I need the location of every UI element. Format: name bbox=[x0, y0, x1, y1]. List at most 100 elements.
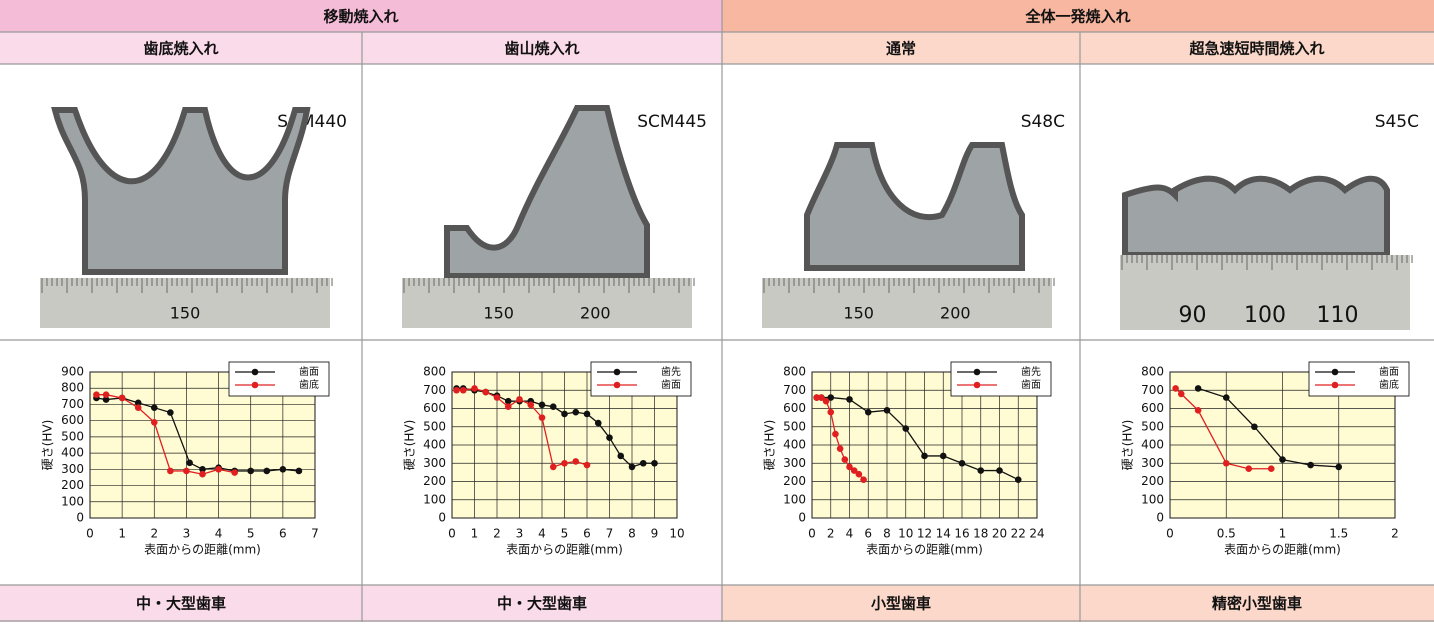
data-point bbox=[846, 396, 853, 403]
x-tick-label: 0 bbox=[86, 527, 94, 541]
x-tick-label: 1.5 bbox=[1329, 527, 1348, 541]
x-axis-label: 表面からの距離(mm) bbox=[866, 543, 983, 557]
method-header: 通常 bbox=[886, 40, 916, 58]
data-point bbox=[939, 452, 947, 460]
ruler bbox=[762, 278, 1052, 328]
data-point bbox=[263, 467, 271, 475]
y-axis-label: 硬さ(HV) bbox=[403, 420, 417, 471]
data-point bbox=[1251, 423, 1258, 431]
x-tick-label: 8 bbox=[628, 527, 636, 541]
data-point bbox=[167, 409, 174, 416]
data-point bbox=[1267, 465, 1275, 473]
data-point bbox=[134, 399, 142, 407]
data-point bbox=[150, 404, 158, 411]
y-tick-label: 800 bbox=[1141, 365, 1164, 379]
x-tick-label: 5 bbox=[561, 527, 569, 541]
data-point bbox=[977, 467, 985, 474]
data-point bbox=[827, 408, 835, 416]
ruler-label: 90 bbox=[1179, 303, 1207, 328]
data-point bbox=[855, 470, 863, 478]
ruler bbox=[1120, 255, 1410, 330]
use-label: 精密小型歯車 bbox=[1212, 595, 1302, 613]
y-tick-label: 300 bbox=[783, 456, 806, 470]
x-tick-label: 0.5 bbox=[1217, 527, 1236, 541]
y-tick-label: 600 bbox=[61, 413, 84, 427]
y-tick-label: 700 bbox=[61, 397, 84, 411]
use-cell bbox=[0, 585, 362, 622]
x-tick-label: 1 bbox=[1279, 527, 1287, 541]
x-tick-label: 18 bbox=[973, 527, 988, 541]
series-line bbox=[1197, 387, 1339, 468]
y-tick-label: 500 bbox=[423, 419, 446, 433]
data-point bbox=[1222, 394, 1230, 401]
use-label: 中・大型歯車 bbox=[136, 595, 226, 613]
legend-marker bbox=[1331, 381, 1339, 389]
data-point bbox=[231, 469, 238, 476]
legend-box bbox=[228, 361, 330, 397]
legend-label: 歯面 bbox=[1379, 365, 1399, 378]
x-tick-label: 22 bbox=[1011, 527, 1026, 541]
series-line bbox=[96, 394, 235, 475]
legend-marker bbox=[973, 381, 981, 389]
ruler-label: 200 bbox=[940, 304, 971, 323]
gear-photo bbox=[804, 142, 1025, 271]
y-axis-label: 硬さ(HV) bbox=[763, 420, 777, 471]
y-tick-label: 600 bbox=[1141, 401, 1164, 415]
data-point bbox=[1177, 390, 1185, 398]
ruler-label: 150 bbox=[170, 304, 201, 323]
x-tick-label: 0 bbox=[1166, 527, 1174, 541]
y-tick-label: 900 bbox=[61, 365, 84, 379]
legend-box bbox=[1308, 361, 1410, 397]
data-point bbox=[102, 396, 110, 403]
x-tick-label: 2 bbox=[150, 527, 158, 541]
y-tick-label: 200 bbox=[61, 478, 84, 492]
use-cell bbox=[362, 585, 722, 622]
x-tick-label: 20 bbox=[992, 527, 1007, 541]
data-point bbox=[1245, 465, 1253, 473]
y-axis-label: 硬さ(HV) bbox=[41, 420, 55, 471]
group-header-cell bbox=[722, 0, 1434, 32]
group-header: 全体一発焼入れ bbox=[1024, 8, 1130, 26]
x-tick-label: 7 bbox=[606, 527, 614, 541]
x-tick-label: 2 bbox=[1391, 527, 1399, 541]
use-cell bbox=[722, 585, 1080, 622]
group-header: 移動焼入れ bbox=[323, 8, 398, 26]
y-tick-label: 0 bbox=[76, 511, 84, 525]
data-point bbox=[295, 467, 303, 475]
group-header-cell bbox=[0, 0, 722, 32]
x-tick-label: 4 bbox=[215, 527, 223, 541]
y-tick-label: 400 bbox=[423, 438, 446, 452]
x-tick-label: 10 bbox=[669, 527, 684, 541]
data-point bbox=[594, 419, 602, 427]
x-axis-label: 表面からの距離(mm) bbox=[506, 543, 623, 557]
use-label: 小型歯車 bbox=[871, 595, 931, 613]
data-point bbox=[504, 397, 512, 405]
data-point bbox=[459, 386, 467, 394]
data-point bbox=[279, 466, 287, 473]
y-tick-label: 700 bbox=[423, 383, 446, 397]
method-cell bbox=[0, 32, 362, 64]
y-tick-label: 600 bbox=[423, 401, 446, 415]
x-tick-label: 7 bbox=[311, 527, 319, 541]
data-point bbox=[247, 467, 255, 475]
data-point bbox=[583, 461, 591, 469]
data-point bbox=[841, 456, 849, 463]
x-tick-label: 1 bbox=[118, 527, 126, 541]
x-tick-label: 6 bbox=[864, 527, 872, 541]
data-point bbox=[1014, 476, 1022, 483]
use-cell bbox=[1080, 585, 1434, 622]
data-point bbox=[1172, 385, 1179, 392]
legend-label: 歯面 bbox=[299, 365, 319, 378]
data-point bbox=[832, 430, 839, 438]
data-point bbox=[215, 466, 222, 473]
x-tick-label: 0 bbox=[448, 527, 456, 541]
x-tick-label: 5 bbox=[247, 527, 255, 541]
legend-label: 歯先 bbox=[661, 365, 681, 378]
data-point bbox=[572, 408, 580, 416]
legend-marker bbox=[251, 381, 259, 389]
ruler-label: 150 bbox=[483, 304, 514, 323]
data-point bbox=[134, 404, 142, 411]
data-point bbox=[996, 467, 1003, 474]
data-point bbox=[864, 408, 872, 416]
